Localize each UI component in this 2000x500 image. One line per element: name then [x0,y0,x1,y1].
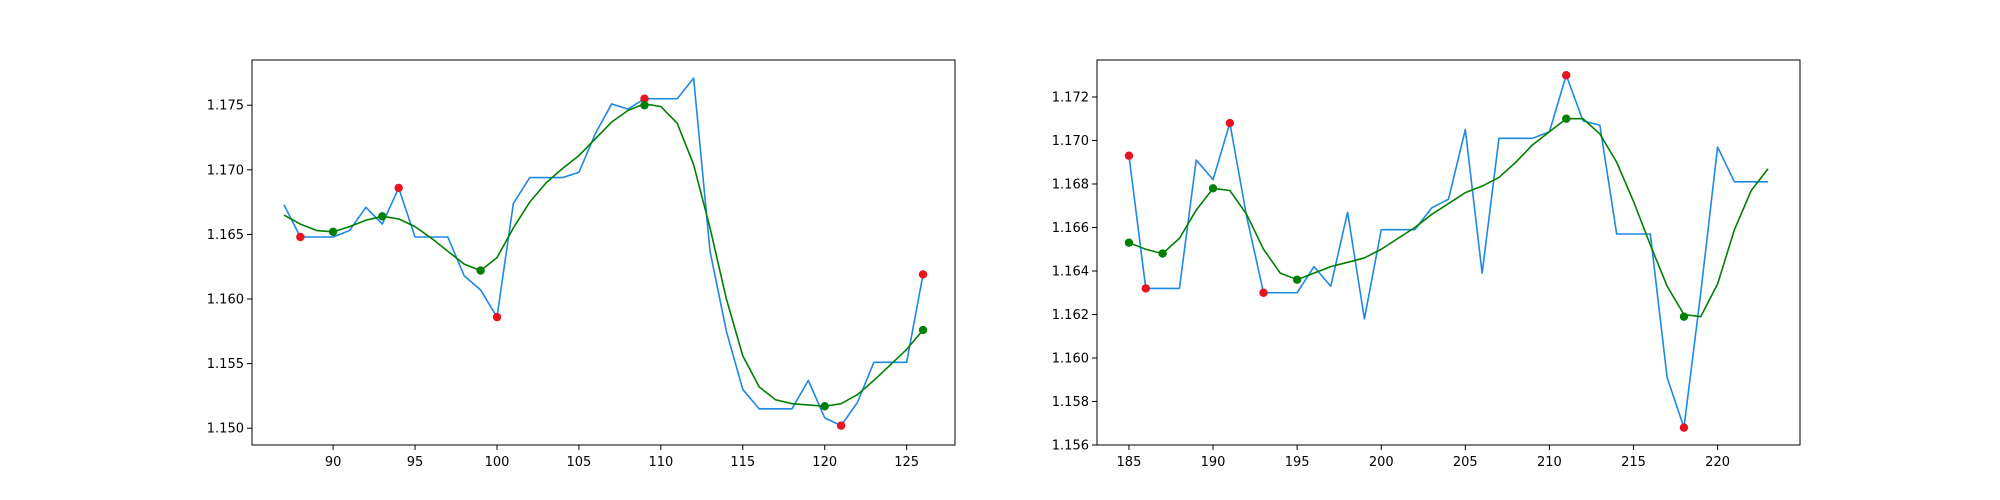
price-line [1128,74,1769,429]
green-marker [1679,312,1689,321]
x-tick-label: 190 [1201,455,1226,470]
x-tick-label: 115 [730,455,755,470]
x-tick-label: 110 [648,455,673,470]
x-tick-label: 105 [567,455,592,470]
green-marker [476,266,485,275]
x-tick-label: 220 [1705,455,1730,470]
y-tick-label: 1.165 [207,228,244,243]
x-tick-label: 210 [1537,455,1562,470]
price-line [283,77,924,427]
axes-frame [251,59,956,446]
red-marker [1124,151,1134,160]
plot-area [283,77,924,427]
y-tick-label: 1.158 [1052,395,1089,410]
red-marker [1562,71,1571,80]
red-marker [1259,288,1268,297]
y-tick-label: 1.164 [1052,264,1089,279]
x-tick-label: 200 [1369,455,1394,470]
red-marker [1225,118,1235,128]
green-marker [328,227,338,237]
green-marker [640,101,649,110]
x-tick-label: 100 [485,455,510,470]
green-marker [918,325,928,335]
right-chart: 185 190 195 200 205 210 215 220 1.156 1.158 1.160 1… [1052,59,1801,470]
green-marker [1208,184,1218,193]
y-tick-label: 1.168 [1052,177,1089,192]
red-marker [918,270,928,279]
y-tick-label: 1.166 [1052,221,1089,236]
y-tick-label: 1.162 [1052,308,1089,323]
y-tick-label: 1.150 [207,422,244,437]
green-marker [820,402,829,411]
green-marker [1124,238,1134,247]
red-marker [1679,423,1689,432]
x-tick-label: 205 [1453,455,1478,470]
red-marker [492,312,502,322]
plot-area [1128,74,1769,429]
axes-frame [1096,59,1801,446]
y-tick-label: 1.170 [1052,134,1089,149]
x-tick-label: 120 [812,455,837,470]
y-tick-label: 1.170 [207,163,244,178]
red-marker [640,94,649,103]
y-tick-label: 1.160 [1052,351,1089,366]
x-tick-label: 90 [325,455,342,470]
green-marker [1292,275,1302,284]
red-marker [836,421,846,430]
smoothed-line [1128,117,1769,318]
y-tick-label: 1.160 [207,293,244,308]
red-marker [394,183,403,193]
smoothed-line [283,103,924,408]
red-marker [1141,284,1150,293]
red-marker [296,232,305,242]
green-marker [1562,114,1571,123]
y-tick-label: 1.156 [1052,439,1089,454]
green-marker [378,212,387,221]
y-tick-label: 1.172 [1052,90,1089,105]
left-chart: 90 95 100 105 110 115 120 125 1.150 1.155 1.160 1.1… [207,59,956,470]
x-tick-label: 95 [407,455,424,470]
y-tick-label: 1.155 [207,357,244,372]
x-tick-label: 125 [894,455,919,470]
x-tick-label: 195 [1285,455,1310,470]
green-marker [1158,249,1167,258]
y-tick-label: 1.175 [207,99,244,114]
x-tick-label: 185 [1117,455,1142,470]
x-tick-label: 215 [1621,455,1646,470]
